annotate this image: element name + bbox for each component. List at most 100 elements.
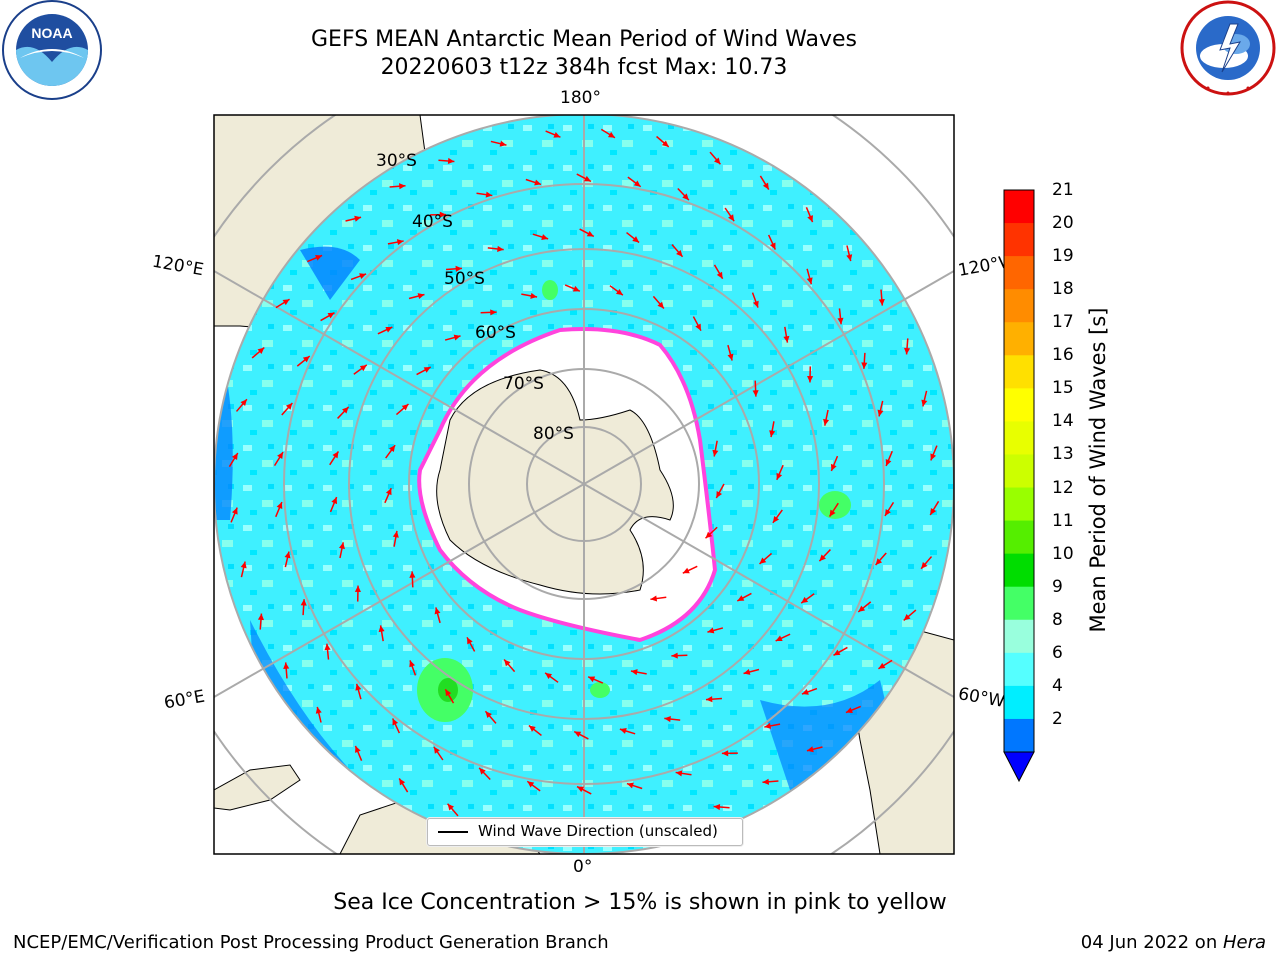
colorbar-block [1004,586,1034,621]
lat-label-40s: 40°S [412,212,453,232]
wind-arrow-head [830,463,837,471]
wind-arrow-head [574,731,582,738]
wind-arrow-head [829,509,836,517]
wind-arrow-head [921,399,928,407]
wind-arrow-head [775,635,783,642]
wind-arrow-head [355,683,362,691]
wind-arrow-head [728,214,735,222]
wind-arrow-head [650,595,658,602]
lat-label-70s: 70°S [503,374,544,394]
footer-machine: Hera [1222,932,1266,953]
lon-label-180: 180° [560,88,601,108]
colorbar-extend-arrow [1003,751,1035,783]
map-legend: Wind Wave Direction (unscaled) [427,818,743,846]
wind-arrow-head [930,453,937,461]
legend-line-swatch [438,831,468,833]
wind-arrow-head [504,659,511,667]
wind-arrow-head [485,711,492,719]
wind-arrow-head [588,676,596,683]
colorbar-block [1004,223,1034,257]
wind-arrow-head [359,273,367,279]
wind-arrow-head [385,326,393,333]
lat-label-80s: 80°S [533,424,574,444]
colorbar-block [1004,388,1034,422]
colorbar-block [1004,421,1034,455]
wind-arrow-head [285,402,293,410]
wind-arrow-head [231,507,238,515]
wind-arrow-head [354,215,362,222]
wind-arrow-head [409,571,416,578]
lat-label-30s: 30°S [376,151,417,171]
wind-arrow-head [861,362,868,369]
wind-arrow-head [806,277,813,285]
wind-arrow-head [712,449,719,457]
wind-arrow-head [399,778,406,786]
wind-arrow-head [439,211,447,218]
wind-arrow-head [633,180,641,187]
wind-arrow-head [764,722,772,729]
wind-arrow-head [713,804,721,811]
wind-arrow-head [455,265,463,272]
wind-arrow-head [324,643,331,651]
colorbar-tick-label: 21 [1052,180,1074,200]
wind-arrow-head [661,140,669,147]
wind-arrow-head [479,767,486,775]
wind-arrow-head [752,390,759,397]
wind-arrow-head [904,347,911,355]
wind-arrow-head [705,696,713,703]
wind-arrow-head [396,239,404,246]
wind-arrow-head [807,376,814,383]
wind-arrow-head [875,558,883,566]
wind-arrow-head [277,452,284,460]
wind-arrow-head [776,472,783,480]
sea-ice-note: Sea Ice Concentration > 15% is shown in … [333,890,947,915]
wind-arrow-head [806,746,814,753]
colorbar-tick-label: 19 [1052,246,1074,267]
wind-arrow-head [240,561,247,569]
wind-arrow-head [676,249,683,257]
wind-arrow-head [527,781,535,788]
wind-arrow-head [837,317,844,325]
wind-arrow-head [885,458,892,466]
wind-arrow-head [331,497,338,505]
wind-arrow-head [845,707,853,713]
wind-arrow-head [743,668,751,675]
wind-arrow-head [615,288,623,296]
chart-subtitle: 20220603 t12z 384h fcst Max: 10.73 [380,55,788,80]
wind-arrow-head [682,567,690,574]
colorbar-block [1004,454,1034,489]
wind-arrow-head [423,367,431,373]
colorbar-tick-label: 18 [1052,279,1074,300]
wind-arrow-head [737,595,745,601]
colorbar-block [1004,190,1034,224]
colorbar-tick-label: 16 [1052,345,1074,366]
colorbar-tick-label: 15 [1052,378,1074,399]
wind-arrow-head [447,803,454,811]
colorbar-tick-label: 14 [1052,411,1074,432]
wind-arrow-head [240,399,247,407]
wind-arrow-head [315,255,323,261]
colorbar-tick-label: 8 [1052,609,1063,630]
colorbar-tick-label: 20 [1052,213,1074,234]
wind-arrow-head [630,669,638,676]
graticule [214,115,954,854]
colorbar-block [1004,619,1034,654]
colorbar-tick-label: 11 [1052,510,1074,531]
wind-arrow-head [231,453,238,461]
wind-arrow-head [302,356,310,363]
wind-arrow-head [759,557,767,564]
wind-arrow-head [707,627,715,634]
lon-label-0: 0° [573,857,593,877]
wind-arrow-head [447,157,455,164]
wind-arrow-head [257,347,265,354]
wind-arrow-head [705,531,713,539]
wind-arrow-head [433,746,440,754]
colorbar-block [1004,355,1034,389]
wind-arrow-head [682,193,689,201]
wind-arrow-head [315,706,322,714]
wind-arrow-head [762,182,769,190]
wind-arrow-head [930,507,937,515]
wind-arrow-head [752,300,759,308]
wind-arrow-head [417,293,425,300]
